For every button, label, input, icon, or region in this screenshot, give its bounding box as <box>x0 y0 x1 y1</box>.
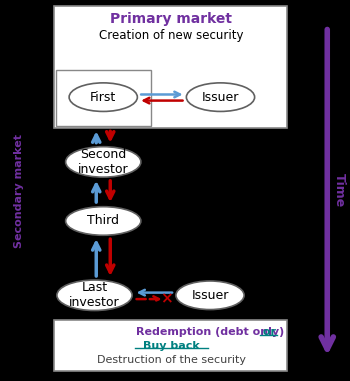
Ellipse shape <box>66 207 141 235</box>
Text: ×: × <box>161 291 173 307</box>
Text: Secondary market: Secondary market <box>14 133 24 248</box>
Ellipse shape <box>69 83 137 112</box>
Text: Issuer: Issuer <box>191 289 229 302</box>
FancyBboxPatch shape <box>56 70 150 126</box>
Text: Time: Time <box>333 173 346 208</box>
Text: Primary market: Primary market <box>111 12 232 26</box>
Text: Redemption (debt only): Redemption (debt only) <box>136 327 285 337</box>
FancyBboxPatch shape <box>54 320 287 371</box>
Text: or: or <box>259 327 276 337</box>
Text: Creation of new security: Creation of new security <box>99 29 244 42</box>
FancyBboxPatch shape <box>54 6 287 128</box>
Text: Buy back: Buy back <box>143 341 200 351</box>
Text: Last
investor: Last investor <box>69 281 120 309</box>
Ellipse shape <box>57 280 132 311</box>
Text: Second
investor: Second investor <box>78 148 128 176</box>
Ellipse shape <box>176 281 244 309</box>
Text: First: First <box>90 91 116 104</box>
Text: Destruction of the security: Destruction of the security <box>97 355 246 365</box>
Text: Third: Third <box>87 215 119 227</box>
Ellipse shape <box>66 147 141 177</box>
Text: Issuer: Issuer <box>202 91 239 104</box>
Ellipse shape <box>186 83 255 112</box>
